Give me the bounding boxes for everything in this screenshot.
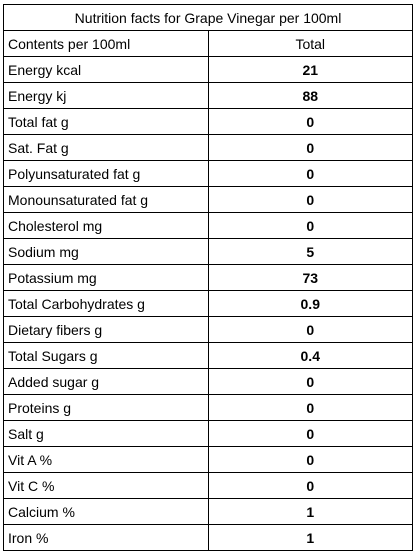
nutrition-table: Nutrition facts for Grape Vinegar per 10… — [3, 4, 413, 551]
nutrient-value: 0 — [207, 446, 413, 473]
table-row: Iron % 1 — [3, 524, 413, 551]
table-title: Nutrition facts for Grape Vinegar per 10… — [3, 4, 413, 31]
nutrient-name: Calcium % — [3, 498, 209, 525]
nutrient-value: 0.9 — [207, 290, 413, 317]
nutrient-name: Dietary fibers g — [3, 316, 209, 343]
nutrient-value: 0 — [207, 134, 413, 161]
table-row: Total Carbohydrates g 0.9 — [3, 290, 413, 317]
table-body: Nutrition facts for Grape Vinegar per 10… — [3, 4, 413, 551]
nutrient-name: Potassium mg — [3, 264, 209, 291]
nutrient-value: 5 — [207, 238, 413, 265]
table-row: Vit C % 0 — [3, 472, 413, 499]
nutrient-value: 0 — [207, 108, 413, 135]
table-row: Vit A % 0 — [3, 446, 413, 473]
table-row: Sodium mg 5 — [3, 238, 413, 265]
nutrient-name: Proteins g — [3, 394, 209, 421]
nutrient-name: Total Carbohydrates g — [3, 290, 209, 317]
nutrient-value: 0.4 — [207, 342, 413, 369]
nutrient-name: Sodium mg — [3, 238, 209, 265]
nutrient-name: Vit C % — [3, 472, 209, 499]
nutrient-name: Total Sugars g — [3, 342, 209, 369]
nutrient-value: 1 — [207, 498, 413, 525]
header-cell: Total — [207, 30, 413, 57]
table-row: Energy kcal 21 — [3, 56, 413, 83]
nutrient-value: 0 — [207, 160, 413, 187]
nutrient-name: Added sugar g — [3, 368, 209, 395]
nutrient-value: 1 — [207, 524, 413, 551]
table-row: Potassium mg 73 — [3, 264, 413, 291]
header-cell: Contents per 100ml — [3, 30, 209, 57]
table-row: Calcium % 1 — [3, 498, 413, 525]
nutrient-value: 21 — [207, 56, 413, 83]
nutrient-name: Cholesterol mg — [3, 212, 209, 239]
table-row: Energy kj 88 — [3, 82, 413, 109]
nutrient-name: Monounsaturated fat g — [3, 186, 209, 213]
nutrient-value: 0 — [207, 316, 413, 343]
nutrient-name: Salt g — [3, 420, 209, 447]
nutrient-name: Vit A % — [3, 446, 209, 473]
nutrient-value: 0 — [207, 212, 413, 239]
nutrient-value: 73 — [207, 264, 413, 291]
title-row: Nutrition facts for Grape Vinegar per 10… — [3, 4, 413, 31]
nutrient-value: 0 — [207, 394, 413, 421]
nutrient-name: Energy kj — [3, 82, 209, 109]
table-row: Total Sugars g 0.4 — [3, 342, 413, 369]
nutrient-value: 0 — [207, 420, 413, 447]
header-row: Contents per 100ml Total — [3, 30, 413, 57]
nutrient-value: 88 — [207, 82, 413, 109]
nutrient-name: Polyunsaturated fat g — [3, 160, 209, 187]
nutrient-name: Iron % — [3, 524, 209, 551]
nutrient-name: Total fat g — [3, 108, 209, 135]
nutrient-name: Energy kcal — [3, 56, 209, 83]
nutrient-value: 0 — [207, 368, 413, 395]
nutrient-value: 0 — [207, 186, 413, 213]
nutrient-value: 0 — [207, 472, 413, 499]
table-row: Cholesterol mg 0 — [3, 212, 413, 239]
nutrient-name: Sat. Fat g — [3, 134, 209, 161]
